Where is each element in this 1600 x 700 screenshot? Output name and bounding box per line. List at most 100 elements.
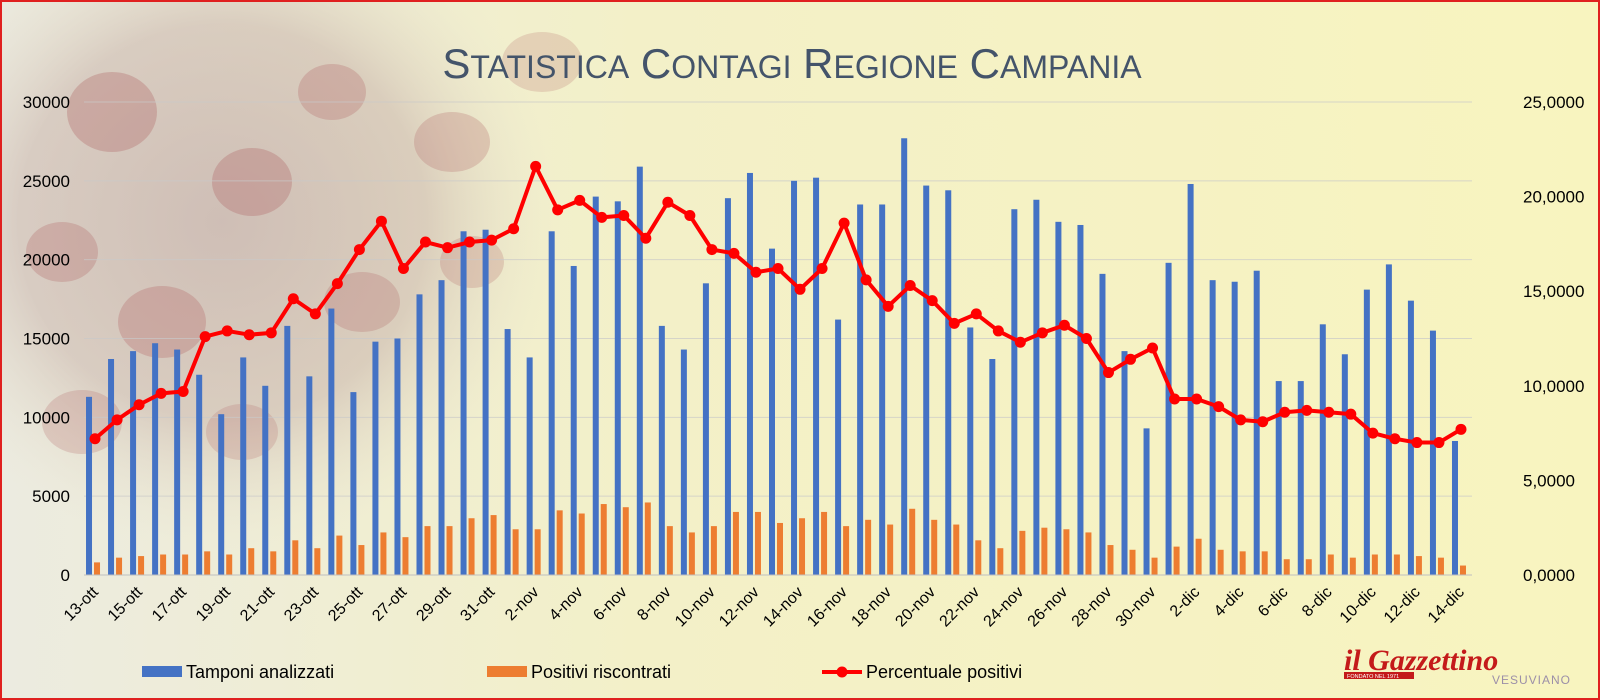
bar-positivi bbox=[821, 511, 828, 575]
bar-tamponi bbox=[1231, 281, 1238, 575]
y-right-tick-label: 15,0000 bbox=[1523, 282, 1584, 301]
bar-tamponi bbox=[1143, 428, 1150, 575]
x-tick-label: 19-ott bbox=[193, 583, 234, 624]
bar-tamponi bbox=[592, 196, 599, 575]
bar-tamponi bbox=[548, 231, 555, 575]
x-tick-label: 14-nov bbox=[760, 584, 807, 631]
bar-tamponi bbox=[702, 283, 709, 575]
line-point bbox=[926, 295, 938, 307]
x-tick-label: 17-ott bbox=[149, 583, 190, 624]
x-tick-label: 4-nov bbox=[546, 584, 586, 624]
line-point bbox=[1169, 393, 1181, 405]
bar-tamponi bbox=[416, 294, 423, 575]
bar-tamponi bbox=[835, 319, 842, 575]
x-tick-label: 6-nov bbox=[590, 584, 630, 624]
bar-positivi bbox=[204, 551, 211, 575]
bar-tamponi bbox=[1297, 381, 1304, 575]
bar-tamponi bbox=[1011, 209, 1018, 576]
x-tick-label: 29-ott bbox=[413, 583, 454, 624]
bar-tamponi bbox=[526, 357, 533, 575]
x-tick-label: 8-dic bbox=[1299, 584, 1336, 621]
bar-positivi bbox=[1085, 532, 1092, 575]
bar-tamponi bbox=[482, 229, 489, 575]
bar-tamponi bbox=[328, 308, 335, 575]
logo-sub-text: VESUVIANO bbox=[1492, 673, 1571, 686]
bar-positivi bbox=[1305, 559, 1312, 575]
x-tick-label: 18-nov bbox=[848, 584, 895, 631]
line-point bbox=[1125, 353, 1137, 365]
line-point bbox=[133, 399, 145, 411]
bar-positivi bbox=[182, 554, 189, 575]
bar-positivi bbox=[1459, 565, 1466, 575]
bar-tamponi bbox=[989, 358, 996, 575]
line-point bbox=[1279, 406, 1291, 418]
bar-tamponi bbox=[636, 166, 643, 576]
bar-positivi bbox=[953, 524, 960, 575]
line-point bbox=[992, 325, 1004, 337]
bar-positivi bbox=[909, 508, 916, 575]
bar-tamponi bbox=[967, 327, 974, 575]
line-point bbox=[111, 414, 123, 426]
bar-positivi bbox=[292, 540, 299, 575]
line-point bbox=[640, 232, 652, 244]
y-right-tick-label: 10,0000 bbox=[1523, 377, 1584, 396]
bar-positivi bbox=[1371, 554, 1378, 575]
bar-positivi bbox=[887, 524, 894, 575]
line-point bbox=[1058, 319, 1070, 331]
bar-positivi bbox=[402, 537, 409, 575]
line-point bbox=[552, 204, 564, 216]
bar-tamponi bbox=[1077, 224, 1084, 576]
line-point bbox=[287, 293, 299, 305]
x-tick-label: 2-dic bbox=[1167, 584, 1204, 621]
line-point bbox=[397, 262, 409, 274]
line-point bbox=[684, 210, 696, 222]
bar-tamponi bbox=[1187, 183, 1194, 575]
legend-marker bbox=[836, 666, 848, 678]
bar-tamponi bbox=[1275, 381, 1282, 575]
bar-tamponi bbox=[658, 325, 665, 575]
line-point bbox=[155, 387, 167, 399]
line-point bbox=[1191, 393, 1203, 405]
line-point bbox=[1235, 414, 1247, 426]
line-point bbox=[1389, 433, 1401, 445]
bar-positivi bbox=[138, 556, 145, 575]
line-point bbox=[530, 160, 542, 172]
logo-brand-text: il Gazzettino bbox=[1344, 644, 1498, 677]
y-right-tick-label: 0,0000 bbox=[1523, 566, 1575, 585]
line-series bbox=[89, 160, 1467, 449]
bar-positivi bbox=[1129, 549, 1136, 575]
bar-tamponi bbox=[1363, 289, 1370, 575]
y-left-tick-label: 30000 bbox=[23, 93, 70, 112]
gazzettino-logo: il Gazzettino FONDATO NEL 1971 VESUVIANO bbox=[1344, 644, 1571, 686]
line-point bbox=[618, 210, 630, 222]
bar-tamponi bbox=[1209, 280, 1216, 575]
line-point bbox=[750, 266, 762, 278]
bar-positivi bbox=[226, 554, 233, 575]
y-left-tick-label: 20000 bbox=[23, 251, 70, 270]
line-point bbox=[1345, 408, 1357, 420]
bar-positivi bbox=[534, 529, 541, 575]
x-tick-label: 8-nov bbox=[634, 584, 674, 624]
bar-positivi bbox=[843, 526, 850, 575]
bar-positivi bbox=[160, 554, 167, 575]
line-point bbox=[508, 223, 520, 235]
legend-label: Tamponi analizzati bbox=[186, 662, 334, 682]
line-point bbox=[177, 385, 189, 397]
y-right-tick-label: 25,0000 bbox=[1523, 93, 1584, 112]
line-point bbox=[1411, 437, 1423, 449]
x-tick-label: 26-nov bbox=[1025, 584, 1072, 631]
line-point bbox=[331, 278, 343, 290]
x-tick-label: 23-ott bbox=[281, 583, 322, 624]
line-point bbox=[574, 194, 586, 206]
x-tick-label: 10-nov bbox=[672, 584, 719, 631]
legend: Tamponi analizzati Positivi riscontrati Pe… bbox=[142, 662, 1022, 682]
line-point bbox=[486, 234, 498, 246]
line-point bbox=[882, 300, 894, 312]
bar-positivi bbox=[556, 510, 563, 575]
bar-tamponi bbox=[1451, 440, 1458, 575]
legend-label: Positivi riscontrati bbox=[531, 662, 671, 682]
line-point bbox=[860, 274, 872, 286]
bar-positivi bbox=[116, 557, 123, 575]
bar-positivi bbox=[336, 535, 343, 575]
